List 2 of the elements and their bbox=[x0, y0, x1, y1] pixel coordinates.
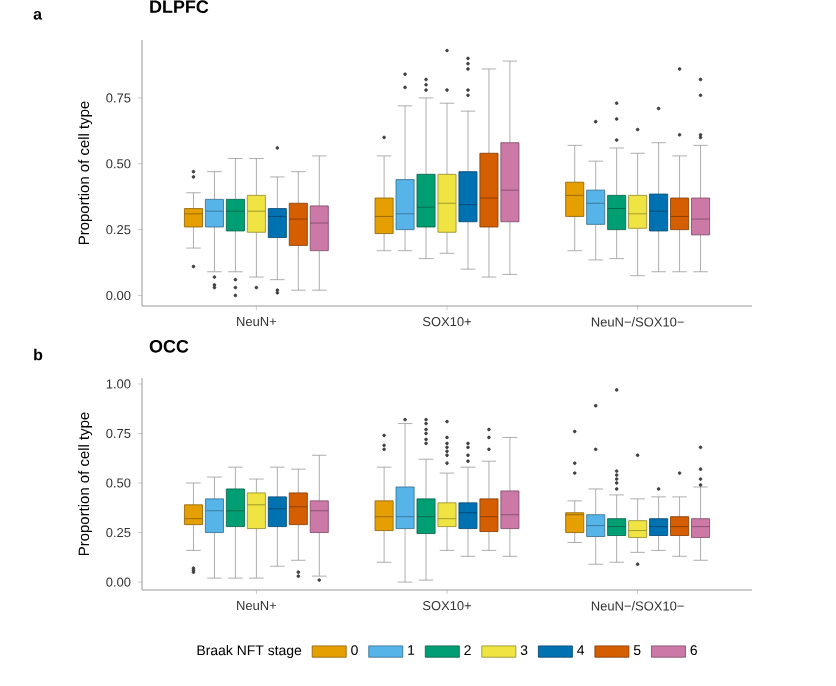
chart-title: DLPFC bbox=[150, 0, 209, 14]
chart-title: OCC bbox=[149, 339, 189, 353]
